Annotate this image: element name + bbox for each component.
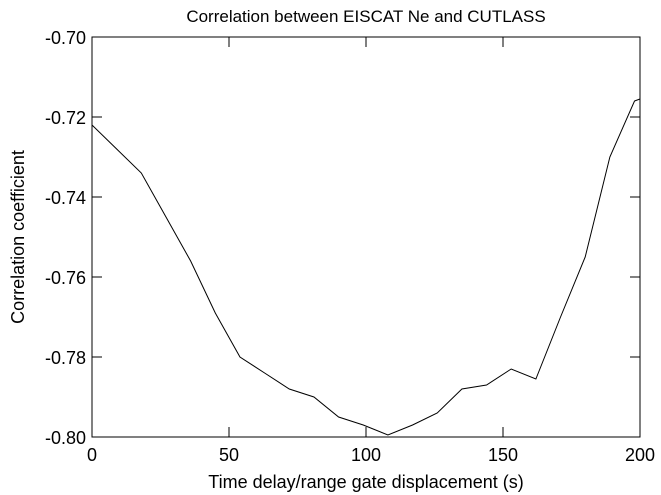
x-tick-label: 100 bbox=[351, 445, 381, 465]
y-tick-label: -0.78 bbox=[45, 348, 86, 368]
x-axis-label: Time delay/range gate displacement (s) bbox=[208, 472, 523, 492]
x-tick-label: 200 bbox=[625, 445, 655, 465]
y-tick-label: -0.70 bbox=[45, 28, 86, 48]
y-axis-label: Correlation coefficient bbox=[8, 150, 28, 324]
y-tick-label: -0.76 bbox=[45, 268, 86, 288]
chart-title: Correlation between EISCAT Ne and CUTLAS… bbox=[186, 7, 545, 26]
y-tick-label: -0.74 bbox=[45, 188, 86, 208]
y-tick-label: -0.80 bbox=[45, 428, 86, 448]
y-tick-label: -0.72 bbox=[45, 108, 86, 128]
x-tick-label: 150 bbox=[488, 445, 518, 465]
x-tick-label: 0 bbox=[87, 445, 97, 465]
data-line bbox=[91, 98, 641, 436]
x-tick-label: 50 bbox=[219, 445, 239, 465]
plot-frame bbox=[91, 36, 641, 438]
